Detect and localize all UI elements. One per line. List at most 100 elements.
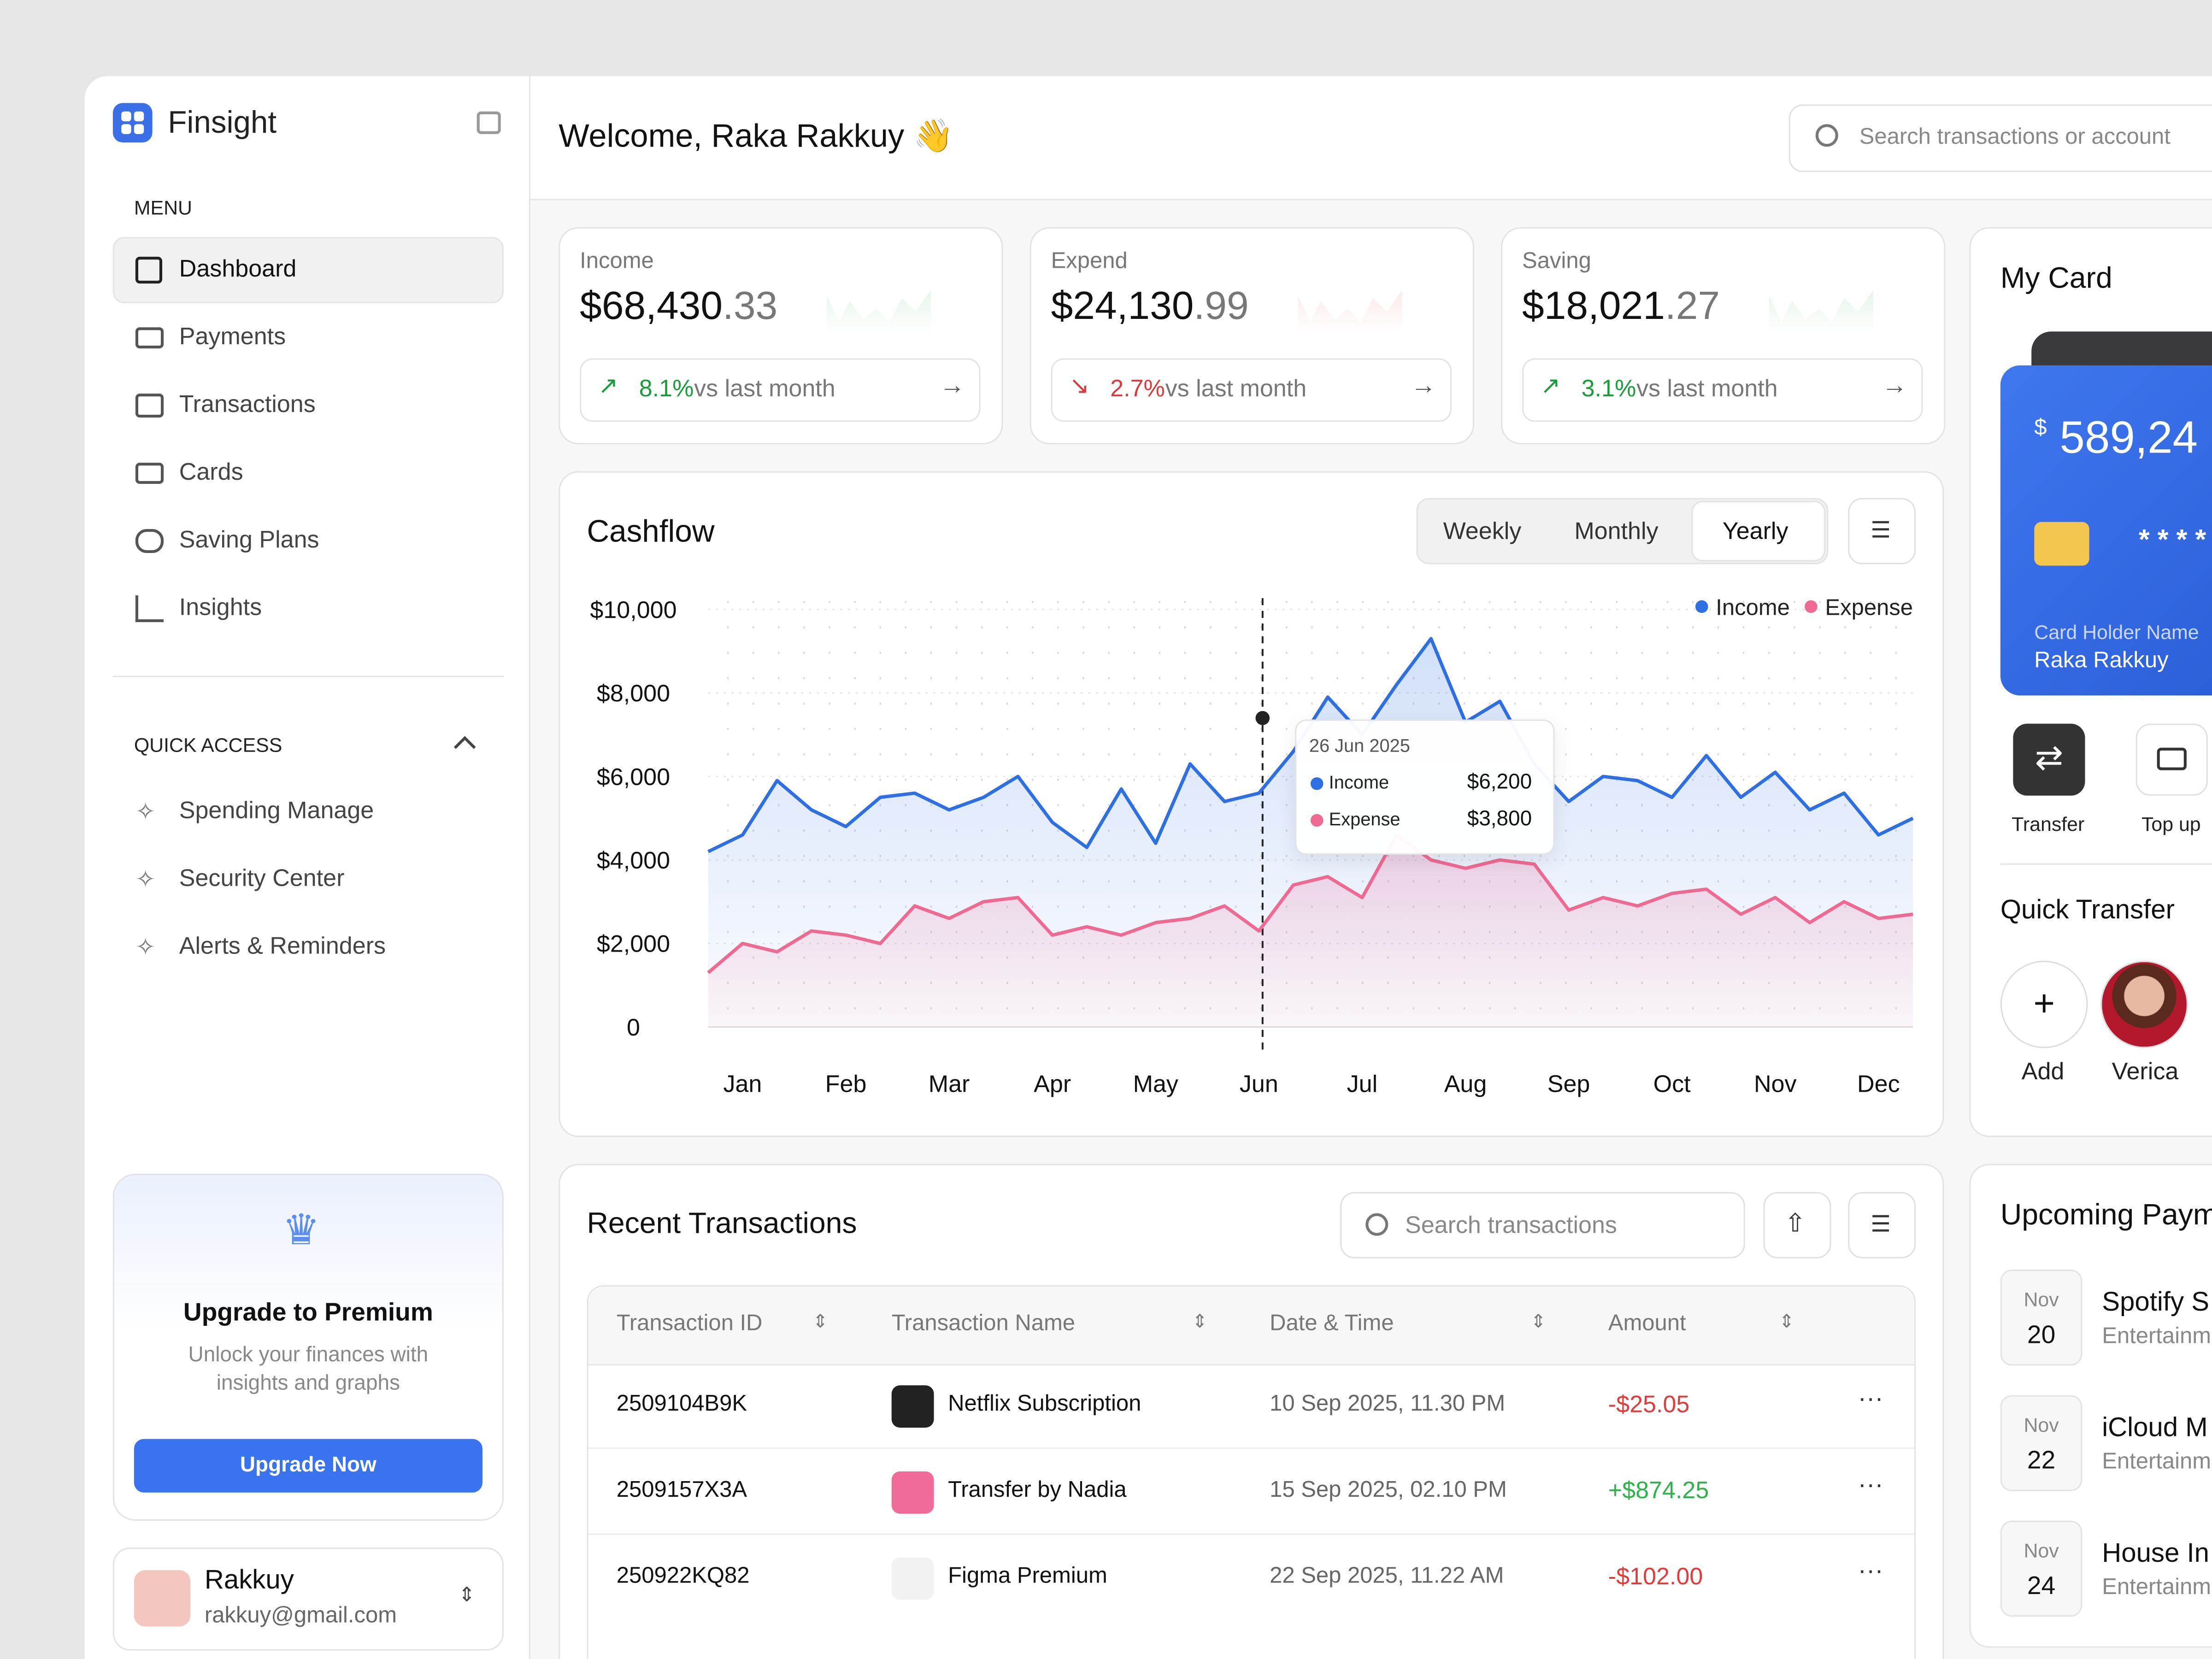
menu-item[interactable]: Cards <box>179 458 243 486</box>
quick-item[interactable]: Security Center <box>179 865 345 892</box>
cashflow-chart: 0 $2,000 $4,000 $6,000 $8,000 $10,000 Jan Feb Ma… <box>590 595 1914 1097</box>
menu-item[interactable]: Insights <box>179 594 262 621</box>
tooltip-value: $6,200 <box>1467 770 1532 794</box>
menu-icon <box>135 327 164 349</box>
filter-icon: ☰ <box>1871 1213 1891 1237</box>
arrow-icon: → <box>1411 371 1436 400</box>
cell-amount: -$25.05 <box>1608 1391 1690 1418</box>
stat-note: vs last month <box>1165 375 1307 402</box>
cell-name: Netflix Subscription <box>948 1392 1141 1417</box>
date-badge <box>2000 1270 2083 1366</box>
tab[interactable]: Yearly <box>1722 518 1788 545</box>
card-currency: $ <box>2034 416 2047 441</box>
stat-note: vs last month <box>694 375 835 402</box>
cell-id: 2509104B9K <box>616 1392 747 1417</box>
upcoming-title: Upcoming Paym <box>2000 1199 2212 1232</box>
stat-value: $18,021 <box>1522 283 1665 328</box>
stat-label: Saving <box>1522 249 1591 274</box>
y-tick-label: $2,000 <box>597 931 670 958</box>
upgrade-title: Upgrade to Premium <box>183 1298 433 1326</box>
legend-swatch <box>1805 600 1818 613</box>
x-tick-label: Aug <box>1444 1071 1487 1097</box>
date-month: Nov <box>2024 1413 2059 1436</box>
column-header: Amount <box>1608 1312 1686 1336</box>
search-box[interactable] <box>1788 104 2212 172</box>
filter-button[interactable] <box>1848 1192 1916 1259</box>
brand: Finsight <box>168 104 277 140</box>
tooltip-dot <box>1310 814 1324 827</box>
quick-item[interactable]: Alerts & Reminders <box>179 932 386 959</box>
tooltip-dot <box>1310 777 1324 790</box>
y-tick-label: $4,000 <box>597 847 670 874</box>
date-badge <box>2000 1521 2083 1617</box>
tab[interactable]: Weekly <box>1443 518 1522 545</box>
filter-button[interactable] <box>1848 498 1916 565</box>
menu-item[interactable]: Saving Plans <box>179 526 319 553</box>
menu-icon <box>135 394 164 418</box>
payment-category: Entertainm <box>2102 1450 2212 1474</box>
collapse-button[interactable] <box>477 111 501 134</box>
row-menu[interactable]: ··· <box>1858 1556 1883 1584</box>
table-search-placeholder[interactable]: Search transactions <box>1405 1212 1617 1239</box>
stat-footer[interactable] <box>580 358 981 422</box>
menu-item[interactable]: Payments <box>179 323 286 350</box>
cell-date: 15 Sep 2025, 02.10 PM <box>1270 1478 1507 1503</box>
table-search[interactable] <box>1340 1192 1745 1259</box>
user-name: Rakkuy <box>204 1565 294 1596</box>
trend-icon: ↗ <box>598 372 618 400</box>
welcome-title: Welcome, Raka Rakkuy 👋 <box>559 117 954 154</box>
stat-value: $68,430 <box>580 283 723 328</box>
quick-item[interactable]: Spending Manage <box>179 797 374 824</box>
upgrade-button[interactable]: Upgrade Now <box>134 1439 482 1493</box>
transfer-button[interactable]: ⇄ <box>2013 724 2085 796</box>
date-badge <box>2000 1395 2083 1491</box>
payment-category: Entertainm <box>2102 1576 2212 1600</box>
stat-value: $24,130 <box>1051 283 1194 328</box>
cell-amount: +$874.25 <box>1608 1477 1709 1504</box>
menu-icon <box>135 463 164 484</box>
cell-date: 22 Sep 2025, 11.22 AM <box>1270 1564 1504 1588</box>
quick-transfer-title: Quick Transfer <box>2000 895 2175 926</box>
trend-icon: ↘ <box>1069 372 1090 400</box>
search-placeholder[interactable]: Search transactions or account <box>1859 125 2171 150</box>
sort-icon: ⇕ <box>1779 1310 1794 1332</box>
cell-date: 10 Sep 2025, 11.30 PM <box>1270 1392 1506 1417</box>
date-day: 24 <box>2027 1571 2056 1600</box>
cell-name: Figma Premium <box>948 1564 1107 1588</box>
crown-icon: ♛ <box>282 1207 320 1254</box>
trend-icon: ↗ <box>1540 372 1561 400</box>
add-person[interactable]: + <box>2000 960 2088 1048</box>
row-menu[interactable]: ··· <box>1858 1384 1883 1412</box>
sort-icon: ⇕ <box>1530 1310 1546 1332</box>
tx-icon <box>891 1471 934 1514</box>
stat-card <box>1030 227 1474 445</box>
menu-active <box>112 237 504 304</box>
menu-item[interactable]: Dashboard <box>179 255 297 282</box>
legend-label: Income <box>1716 595 1790 620</box>
tab[interactable]: Monthly <box>1574 518 1659 545</box>
row-menu[interactable]: ··· <box>1858 1470 1883 1499</box>
stat-change: 8.1% <box>639 375 694 402</box>
export-icon: ⇧ <box>1784 1209 1806 1237</box>
stat-footer[interactable] <box>1051 358 1452 422</box>
menu-item[interactable]: Transactions <box>179 390 316 418</box>
logo-mark <box>121 111 131 122</box>
top-up-button[interactable] <box>2136 724 2208 796</box>
row-divider <box>588 1533 1915 1535</box>
action-label: Transfer <box>2012 812 2085 835</box>
payment-name: iCloud M <box>2102 1413 2208 1443</box>
stat-cents: .27 <box>1665 283 1720 328</box>
y-tick-label: 0 <box>627 1014 640 1041</box>
legend-label: Expense <box>1825 595 1913 620</box>
card-holder-label: Card Holder Name <box>2034 620 2199 643</box>
x-tick-label: Jul <box>1347 1071 1378 1097</box>
stat-change: 3.1% <box>1581 375 1636 402</box>
stat-footer[interactable] <box>1522 358 1923 422</box>
stat-label: Expend <box>1051 249 1128 274</box>
export-button[interactable] <box>1763 1192 1831 1259</box>
person-avatar[interactable] <box>2100 960 2188 1048</box>
person-name: Verica <box>2112 1058 2179 1085</box>
tooltip-name: Income <box>1329 771 1389 793</box>
